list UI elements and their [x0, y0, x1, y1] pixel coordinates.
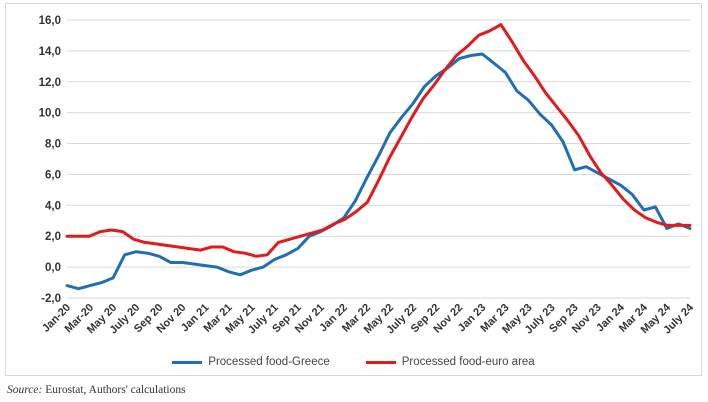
- y-tick-label: 6,0: [45, 169, 61, 181]
- line-chart: -2,0 0,0 2,0 4,0 6,0 8,0 10,0 12,0 14,0 16,0 Jan-…: [39, 15, 697, 337]
- series-lines: [65, 23, 692, 291]
- gridlines: [67, 19, 690, 299]
- series-line-euro: [65, 23, 692, 258]
- source-text: Eurostat, Authors' calculations: [42, 384, 186, 396]
- source-note: Source: Eurostat, Authors' calculations: [7, 384, 186, 396]
- chart-frame: -2,0 0,0 2,0 4,0 6,0 8,0 10,0 12,0 14,0 16,0 Jan-…: [5, 3, 702, 376]
- y-tick-label: 14,0: [39, 46, 61, 58]
- source-prefix: Source:: [7, 384, 43, 396]
- legend-swatch-euro: [365, 360, 396, 364]
- legend-item-greece: Processed food-Greece: [172, 356, 330, 368]
- legend-label-euro: Processed food-euro area: [401, 356, 535, 368]
- y-tick-label: 12,0: [39, 77, 61, 89]
- y-tick-label: 16,0: [39, 15, 61, 27]
- y-tick-label: 10,0: [39, 108, 61, 120]
- y-tick-label: 8,0: [45, 139, 61, 151]
- y-tick-label: 0,0: [45, 262, 61, 274]
- legend: Processed food-Greece Processed food-eur…: [6, 356, 701, 368]
- y-tick-label: -2,0: [41, 293, 61, 305]
- legend-swatch-greece: [172, 360, 203, 364]
- y-tick-label: 4,0: [45, 200, 61, 212]
- y-tick-label: 2,0: [45, 231, 61, 243]
- y-axis-ticks: -2,0 0,0 2,0 4,0 6,0 8,0 10,0 12,0 14,0 16,0: [39, 15, 61, 305]
- series-line-greece: [65, 52, 692, 291]
- legend-label-greece: Processed food-Greece: [208, 356, 330, 368]
- legend-item-euro: Processed food-euro area: [365, 356, 535, 368]
